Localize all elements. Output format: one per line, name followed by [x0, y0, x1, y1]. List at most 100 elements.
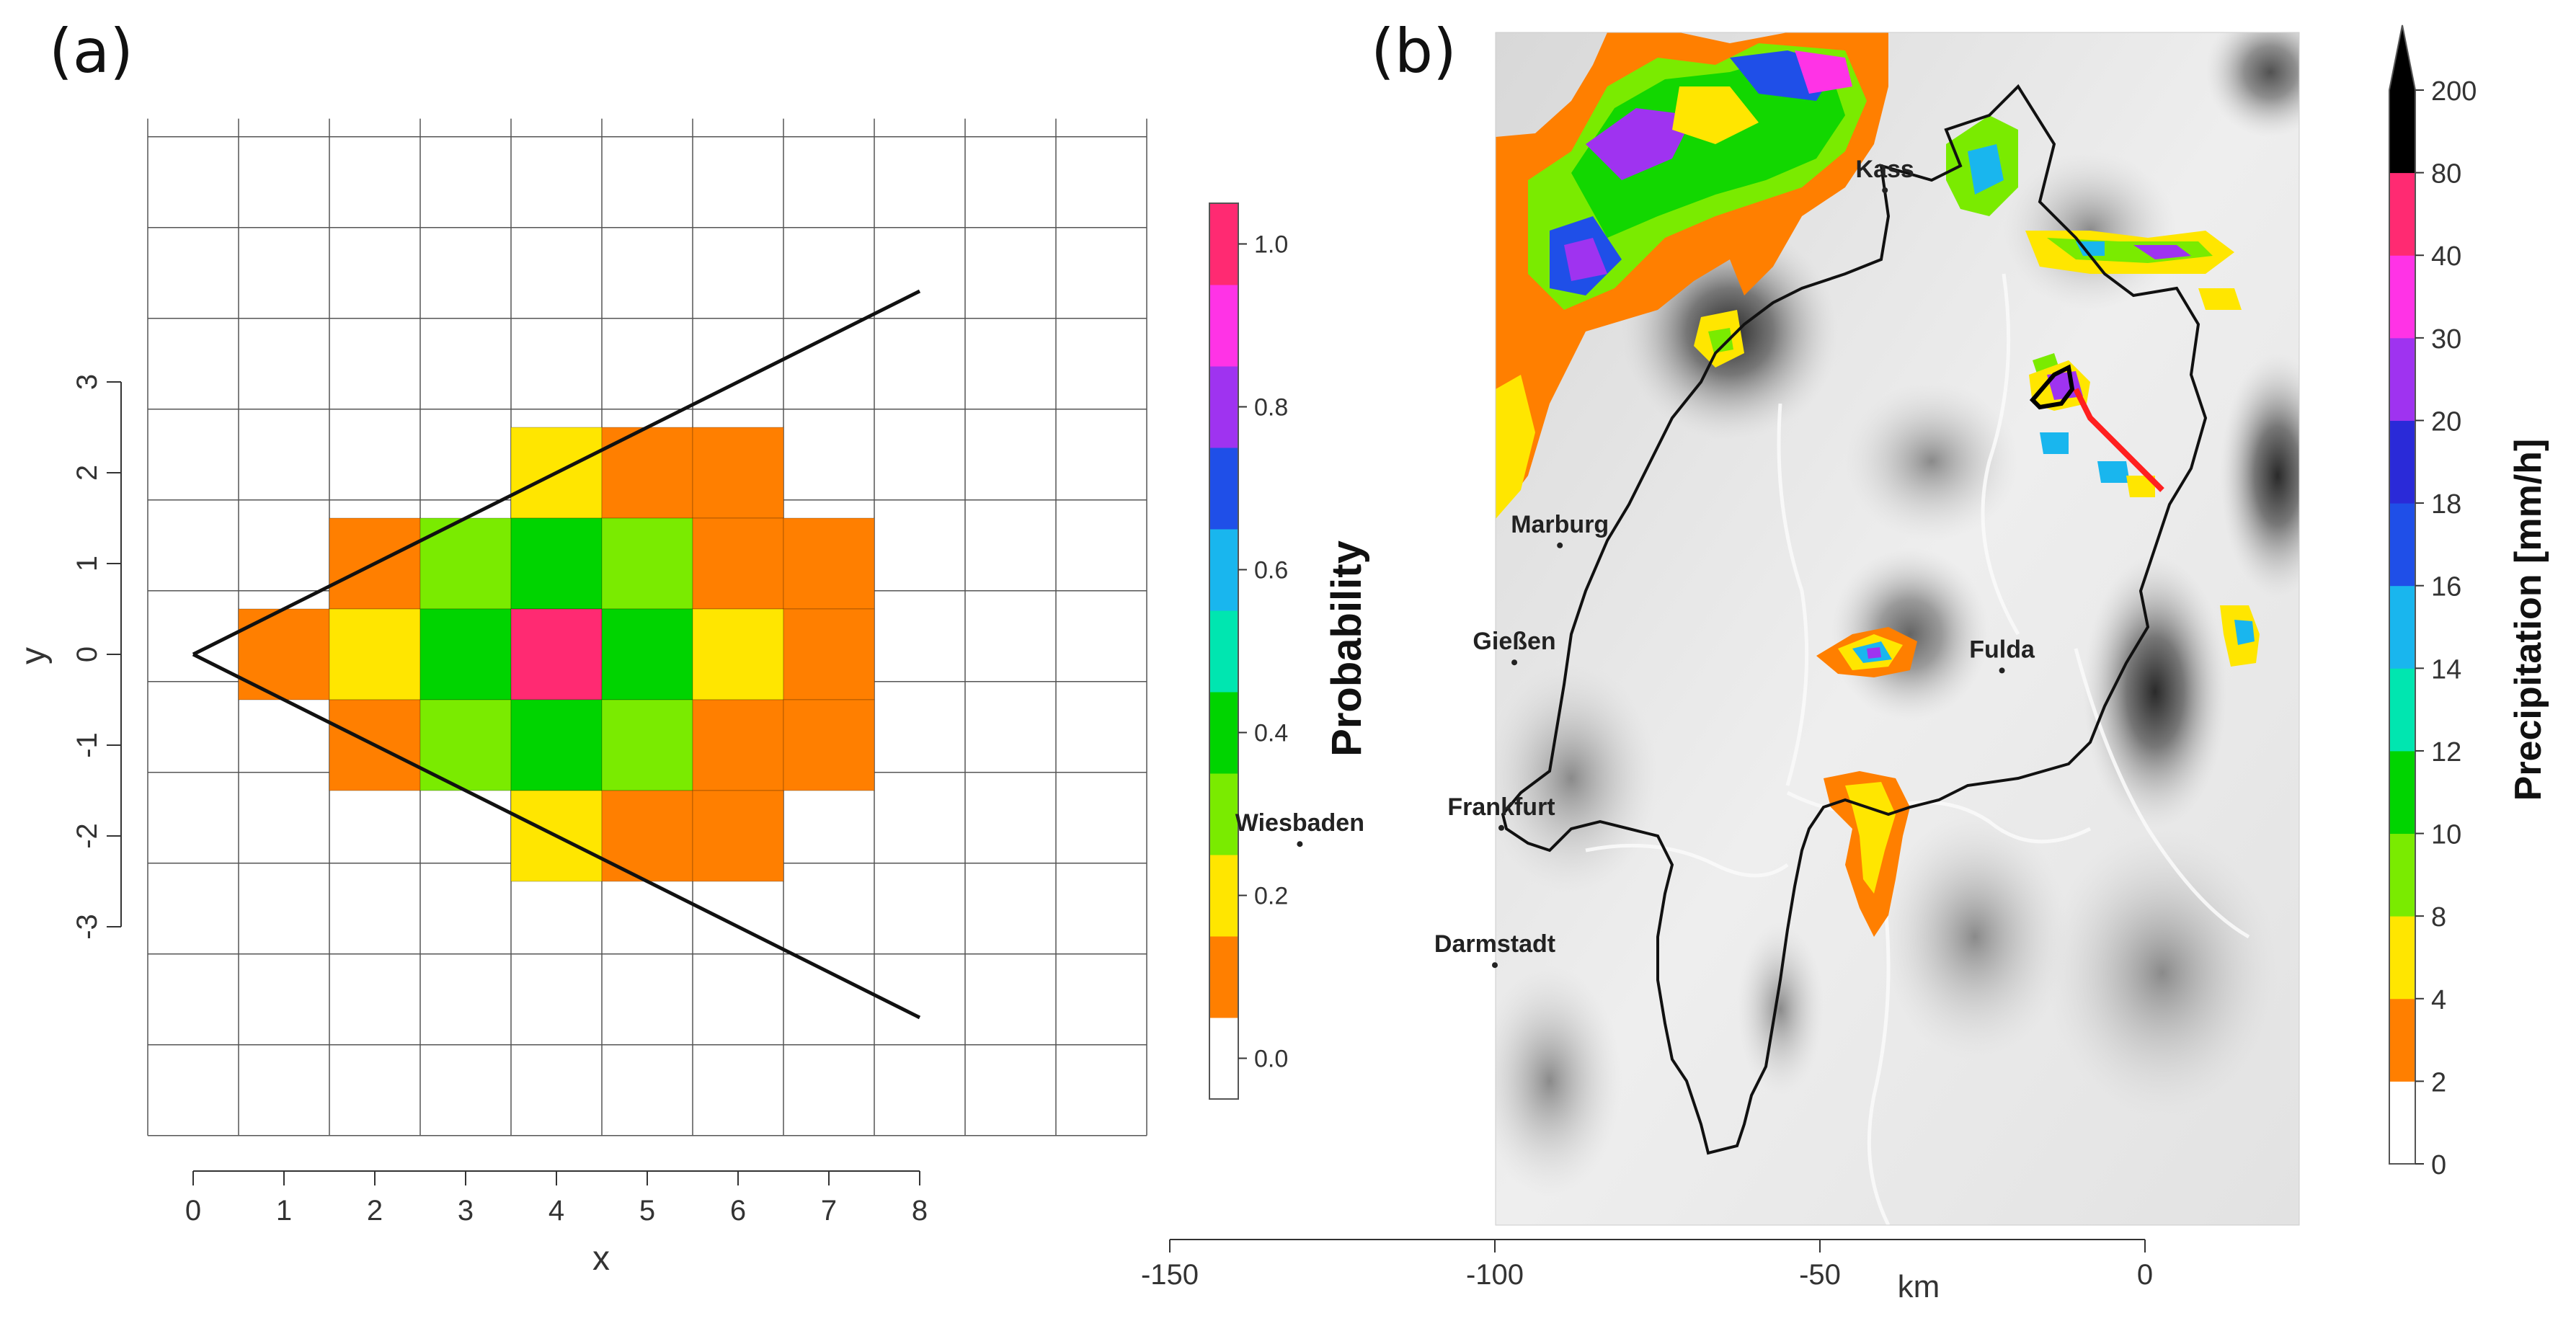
colorbar-tick-label: 0.6	[1254, 557, 1288, 584]
colorbar-swatch	[1209, 285, 1238, 367]
colorbar-swatch	[1209, 448, 1238, 530]
colorbar-extension	[2389, 25, 2415, 90]
probability-cell	[510, 608, 603, 700]
colorbar-swatch	[2389, 916, 2415, 1000]
x-tick-label: 1	[276, 1195, 292, 1227]
city-marker	[1297, 841, 1303, 847]
probability-cell	[329, 608, 421, 700]
probability-cell	[692, 608, 784, 700]
y-tick-label: -2	[71, 823, 103, 849]
colorbar-swatch	[1209, 1018, 1238, 1100]
colorbar-swatch	[2389, 503, 2415, 587]
x-tick-label: 3	[458, 1195, 474, 1227]
colorbar-swatch	[2389, 998, 2415, 1082]
probability-cell	[601, 790, 693, 882]
y-tick-label: -3	[71, 914, 103, 940]
colorbar-tick-label: 4	[2431, 985, 2446, 1015]
colorbar-tick-label: 200	[2431, 76, 2477, 107]
precipitation-map	[1496, 32, 2299, 1225]
colorbar-tick-label: 40	[2431, 241, 2461, 272]
colorbar-swatch	[2389, 337, 2415, 421]
axes: 0 1 2 3 4 5 6 7 8 -3 -2 -1 0 1 2 3	[71, 374, 928, 1227]
probability-cell	[601, 699, 693, 791]
colorbar-swatch	[2389, 1081, 2415, 1165]
colorbar-tick-label: 12	[2431, 737, 2461, 767]
x-tick-label: 5	[639, 1195, 655, 1227]
city-label: Gießen	[1473, 628, 1555, 655]
panel-a-label: (a)	[49, 16, 134, 86]
probability-cell	[692, 699, 784, 791]
probability-cell	[783, 699, 875, 791]
cone-line	[192, 289, 921, 657]
colorbar-swatch	[1209, 366, 1238, 448]
colorbar-swatch	[1209, 529, 1238, 611]
probability-cell	[601, 517, 693, 610]
probability-cell	[601, 608, 693, 700]
city-marker	[1999, 667, 2005, 674]
colorbar-swatch	[2389, 90, 2415, 174]
city-label: Marburg	[1511, 511, 1609, 538]
axes: -150 -100 -50 0	[1141, 1239, 2153, 1291]
colorbar-swatch	[2389, 172, 2415, 256]
probability-cell	[510, 517, 603, 610]
probability-cell	[692, 427, 784, 519]
y-tick-label: 1	[71, 556, 103, 571]
colorbar-tick-label: 0.0	[1254, 1046, 1288, 1073]
map-frame	[1495, 32, 2300, 1226]
colorbar-tick-label: 10	[2431, 820, 2461, 850]
city-label: Frankfurt	[1447, 793, 1555, 821]
x-axis-label: x	[592, 1240, 610, 1278]
y-tick-label: -1	[71, 732, 103, 758]
panel-b: Kass Marburg Gießen Fulda Wiesbaden Frankfurt…	[1141, 25, 2549, 1304]
probability-cell	[692, 517, 784, 610]
colorbar-tick-label: 2	[2431, 1067, 2446, 1098]
colorbar-swatch	[1209, 773, 1238, 855]
probability-cell	[783, 608, 875, 700]
colorbar-tick-label: 16	[2431, 572, 2461, 602]
city-marker	[1557, 542, 1563, 548]
colorbar-swatch	[2389, 585, 2415, 669]
colorbar-tick-label: 20	[2431, 406, 2461, 437]
x-tick-label: 0	[2137, 1259, 2153, 1291]
city-label: Wiesbaden	[1235, 809, 1364, 837]
colorbar-tick-label: 0.8	[1254, 394, 1288, 422]
city-marker	[1498, 824, 1505, 831]
colorbar-tick-label: 1.0	[1254, 231, 1288, 259]
precipitation-cells	[1496, 32, 2260, 937]
x-tick-label: 7	[821, 1195, 837, 1227]
x-tick-label: 6	[730, 1195, 746, 1227]
precipitation-colorbar: 0 2 4 8 10 12 14 16 18 20 30 40 80 200	[2389, 25, 2477, 1180]
colorbar-swatch	[2389, 833, 2415, 917]
colorbar-tick-label: 0	[2431, 1150, 2446, 1180]
x-tick-label: 0	[185, 1195, 201, 1227]
colorbar-tick-label: 8	[2431, 902, 2446, 933]
state-boundary	[1501, 84, 2208, 1155]
probability-colorbar: 0.0 0.2 0.4 0.6 0.8 1.0	[1209, 203, 1288, 1100]
y-tick-label: 0	[71, 646, 103, 662]
x-tick-label: -100	[1466, 1259, 1524, 1291]
colorbar-swatch	[1209, 610, 1238, 693]
probability-cell	[419, 699, 512, 791]
colorbar-swatch	[1209, 855, 1238, 937]
colorbar-frame	[2389, 25, 2416, 1165]
colorbar-title: Probability	[1323, 540, 1370, 757]
colorbar-tick-label: 80	[2431, 159, 2461, 190]
y-axis-label: y	[14, 647, 53, 664]
city-marker	[1492, 962, 1498, 969]
city-marker	[1511, 659, 1518, 666]
colorbar-swatch	[1209, 692, 1238, 774]
colorbar-title: Precipitation [mm/h]	[2508, 439, 2549, 801]
colorbar-swatch	[2389, 255, 2415, 339]
city-label: Kass	[1856, 156, 1914, 183]
city-marker	[1882, 187, 1888, 193]
cone-lines	[192, 289, 921, 1020]
x-axis-label: km	[1898, 1269, 1940, 1304]
colorbar-swatch	[1209, 936, 1238, 1018]
probability-cell	[601, 427, 693, 519]
colorbar-tick-label: 0.2	[1254, 883, 1288, 910]
storm-track	[2073, 388, 2164, 492]
probability-cells	[238, 427, 875, 882]
y-tick-label: 2	[71, 465, 103, 481]
colorbar-swatch	[2389, 420, 2415, 504]
